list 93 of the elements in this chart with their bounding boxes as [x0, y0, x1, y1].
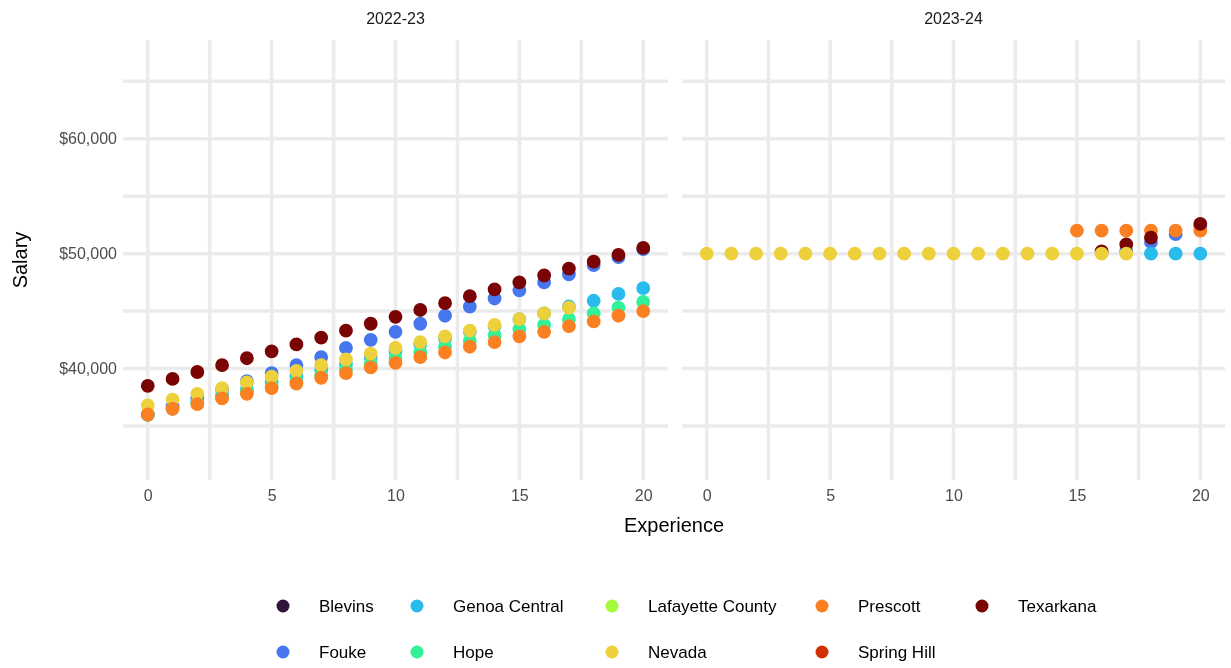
x-tick-label: 0	[702, 487, 712, 505]
point	[363, 360, 378, 375]
point	[314, 330, 329, 345]
point	[339, 323, 353, 338]
point	[562, 261, 576, 276]
point	[995, 246, 1010, 261]
point	[1020, 246, 1035, 261]
point	[314, 358, 329, 373]
point	[363, 316, 378, 331]
x-axis-title: Experience	[623, 514, 725, 536]
x-tick-label: 20	[634, 487, 653, 505]
point	[562, 319, 576, 333]
point	[462, 339, 477, 354]
point	[363, 332, 378, 347]
point	[363, 346, 378, 361]
chart-title: 2022-23	[366, 10, 425, 27]
point	[773, 246, 788, 261]
legend-label: Prescott	[858, 597, 921, 616]
point	[1144, 230, 1158, 245]
point	[140, 378, 155, 393]
point	[699, 246, 714, 261]
point	[165, 372, 180, 386]
point	[611, 286, 626, 301]
point	[438, 345, 452, 360]
x-tick-label: 10	[387, 487, 405, 505]
point	[921, 246, 936, 261]
point	[462, 289, 477, 304]
legend-label: Texarkana	[1018, 597, 1097, 616]
point	[611, 308, 626, 323]
point	[1168, 223, 1183, 238]
point	[438, 296, 452, 310]
point	[1168, 246, 1183, 261]
point	[537, 324, 552, 339]
legend-label: Blevins	[319, 597, 374, 616]
point	[823, 246, 837, 261]
x-tick-label: 0	[143, 487, 153, 505]
chart-title: 2023-24	[924, 10, 983, 27]
y-tick-label: $40,000	[59, 360, 118, 378]
point	[636, 304, 651, 319]
x-tick-label: 5	[826, 487, 836, 505]
legend-label: Nevada	[648, 643, 708, 662]
point	[388, 309, 403, 324]
point	[190, 365, 205, 379]
point	[586, 314, 601, 329]
x-tick-label: 15	[1068, 487, 1087, 505]
point	[388, 355, 403, 370]
point	[586, 254, 601, 269]
point	[1119, 223, 1134, 238]
point	[946, 246, 961, 261]
point	[438, 308, 452, 323]
point	[413, 303, 428, 317]
point	[289, 337, 304, 352]
point	[512, 329, 527, 344]
y-tick-label: $60,000	[59, 130, 118, 148]
legend-label: Genoa Central	[453, 597, 564, 616]
point	[798, 246, 813, 261]
point	[339, 340, 353, 355]
point	[1094, 223, 1109, 238]
y-tick-label: $50,000	[59, 245, 118, 263]
x-tick-label: 5	[267, 487, 277, 505]
point	[724, 246, 739, 261]
point	[847, 246, 862, 261]
legend-label: Hope	[453, 643, 494, 662]
point	[636, 281, 651, 296]
legend-label: Spring Hill	[858, 643, 936, 662]
x-tick-label: 10	[945, 487, 963, 505]
point	[239, 351, 254, 366]
point	[388, 324, 403, 339]
point	[264, 344, 279, 359]
point	[413, 316, 428, 331]
point	[1144, 246, 1158, 261]
point	[586, 293, 601, 308]
point	[487, 335, 502, 350]
legend-label: Lafayette County	[648, 597, 778, 616]
legend-label: Fouke	[319, 643, 367, 662]
point	[872, 246, 887, 261]
point	[1193, 246, 1208, 261]
point	[413, 350, 428, 364]
point	[512, 275, 527, 290]
point	[897, 246, 912, 261]
x-tick-label: 20	[1191, 487, 1210, 505]
x-tick-label: 15	[510, 487, 529, 505]
point	[749, 246, 763, 261]
y-axis-title: Salary	[9, 231, 31, 289]
point	[388, 340, 403, 355]
point	[215, 358, 229, 373]
point	[1070, 246, 1084, 261]
point	[1045, 246, 1060, 261]
point	[971, 246, 986, 261]
point	[1070, 223, 1084, 238]
point	[487, 282, 502, 297]
point	[537, 268, 552, 283]
point	[289, 363, 304, 378]
